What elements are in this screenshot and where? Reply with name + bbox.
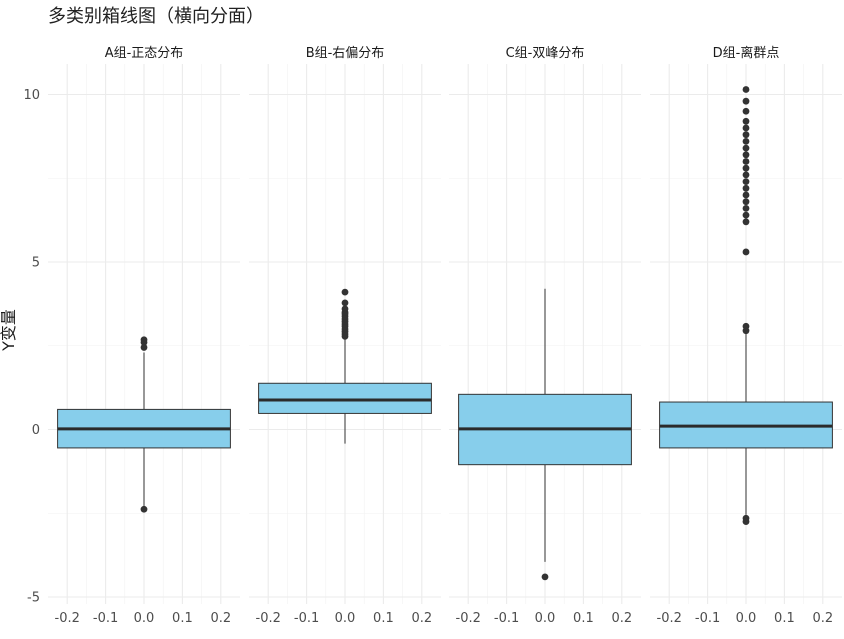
- outlier-point: [742, 518, 750, 526]
- facet-panel: C组-双峰分布 -0.2 -0.1 0.0 0.1 0.2: [449, 46, 641, 626]
- facet-label: B组-右偏分布: [306, 46, 385, 61]
- outlier-point: [742, 86, 750, 93]
- x-tick-label: -0.2: [55, 611, 80, 626]
- x-tick-label: 0.2: [411, 611, 432, 626]
- outlier-point: [742, 97, 750, 105]
- box: [258, 382, 432, 414]
- y-axis-label: Y变量: [0, 309, 18, 352]
- outlier-point: [341, 288, 349, 296]
- outlier-point: [742, 164, 750, 172]
- outlier-point: [742, 211, 750, 219]
- outlier-point: [140, 336, 148, 344]
- outlier-point: [742, 171, 750, 179]
- facet-panels: A组-正态分布 -0.2 -0.1 0.0 0.1 0.2 B组-右偏分布 -0.2 -0.1 0…: [48, 45, 842, 626]
- outlier-point: [742, 131, 750, 139]
- facet-panel: D组-离群点 -0.2 -0.1 0.0 0.1 0.2: [650, 45, 842, 626]
- chart-title: 多类别箱线图（横向分面）: [48, 6, 264, 27]
- x-tick-label: -0.1: [294, 611, 319, 626]
- outlier-point: [742, 322, 750, 330]
- outlier-point: [742, 144, 750, 152]
- outlier-point: [742, 205, 750, 212]
- x-tick-label: -0.1: [494, 611, 519, 626]
- x-tick-label: -0.1: [695, 611, 720, 626]
- outlier-point: [742, 151, 750, 159]
- x-tick-label: 0.0: [335, 611, 356, 626]
- x-tick-label: -0.2: [657, 611, 682, 626]
- outlier-point: [742, 248, 750, 256]
- outlier-point: [742, 124, 750, 132]
- x-tick-label: 0.0: [736, 611, 757, 626]
- x-tick-label: 0.1: [774, 611, 795, 626]
- outlier-point: [742, 117, 750, 125]
- outlier-point: [742, 138, 750, 145]
- outlier-point: [541, 573, 549, 581]
- x-tick-label: 0.0: [535, 611, 556, 626]
- y-tick-label: 10: [23, 88, 40, 103]
- outlier-point: [742, 107, 750, 115]
- outlier-point: [140, 505, 148, 513]
- x-tick-label: 0.2: [611, 611, 632, 626]
- x-tick-label: -0.2: [256, 611, 281, 626]
- x-tick-label: 0.2: [812, 611, 833, 626]
- y-tick-label: -5: [27, 591, 40, 606]
- facet-grid: [249, 64, 441, 604]
- y-tick-label: 5: [32, 256, 40, 271]
- facet-grid: [650, 64, 842, 604]
- outlier-point: [742, 218, 750, 226]
- outlier-point: [742, 198, 750, 206]
- facet-label: D组-离群点: [713, 45, 780, 61]
- x-tick-label: 0.1: [373, 611, 394, 626]
- facet-label: A组-正态分布: [105, 46, 184, 61]
- outlier-point: [742, 158, 750, 165]
- facet-panel: B组-右偏分布 -0.2 -0.1 0.0 0.1 0.2: [249, 46, 441, 626]
- facet-grid: [449, 64, 641, 604]
- outlier-point: [742, 178, 750, 186]
- x-tick-label: 0.1: [172, 611, 193, 626]
- facet-grid: [48, 64, 240, 604]
- facet-label: C组-双峰分布: [506, 46, 585, 61]
- x-tick-label: 0.2: [210, 611, 231, 626]
- x-tick-label: -0.1: [93, 611, 118, 626]
- y-tick-label: 0: [32, 423, 40, 438]
- x-tick-label: -0.2: [456, 611, 481, 626]
- outlier-point: [341, 299, 349, 307]
- outlier-point: [742, 184, 750, 192]
- x-tick-label: 0.0: [134, 611, 155, 626]
- outlier-point: [742, 191, 750, 199]
- facet-panel: A组-正态分布 -0.2 -0.1 0.0 0.1 0.2: [48, 46, 240, 626]
- outlier-point: [140, 344, 148, 351]
- y-axis-ticks: 10 5 0 -5: [23, 88, 40, 606]
- outlier-point: [341, 305, 349, 313]
- x-tick-label: 0.1: [573, 611, 594, 626]
